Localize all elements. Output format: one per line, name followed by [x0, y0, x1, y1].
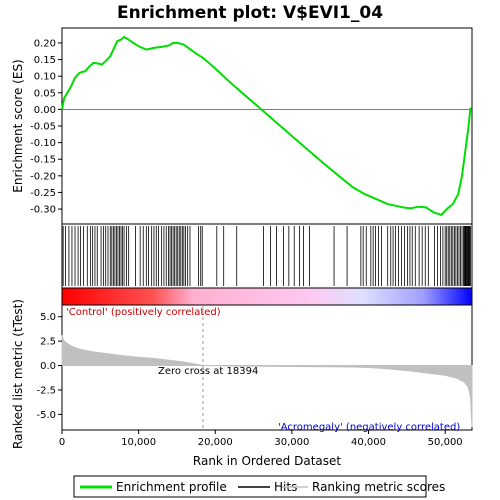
es-ytick-label: -0.15: [30, 155, 56, 166]
es-axis-label: Enrichment score (ES): [11, 59, 25, 192]
enrichment-profile-line: [61, 35, 472, 217]
metric-axis-label: Ranked list metric (tTest): [11, 299, 25, 449]
metric-ytick-label: -2.5: [36, 385, 56, 396]
x-axis-label: Rank in Ordered Dataset: [193, 454, 341, 468]
hits-panel: [61, 223, 473, 289]
metric-xtick-label: 0: [59, 437, 65, 448]
hits-frame: [61, 223, 473, 289]
negative-correlation-label: 'Acromegaly' (negatively correlated): [278, 422, 460, 433]
chart-title: Enrichment plot: V$EVI1_04: [117, 3, 383, 23]
metric-xtick-label: 30,000: [274, 437, 309, 448]
es-plot-frame: [61, 27, 473, 225]
metric-ytick-label: 5.0: [40, 312, 56, 323]
es-ytick-label: 0.15: [34, 55, 56, 66]
zero-cross-label: Zero cross at 18394: [158, 366, 258, 377]
legend-label-profile: Enrichment profile: [116, 480, 227, 494]
metric-xtick-label: 10,000: [121, 437, 156, 448]
metric-ytick-label: 2.5: [40, 337, 56, 348]
es-ytick-label: 0.00: [34, 105, 56, 116]
es-ytick-label: 0.20: [34, 38, 56, 49]
legend-label-metric: Ranking metric scores: [312, 480, 445, 494]
positive-correlation-label: 'Control' (positively correlated): [66, 307, 221, 318]
metric-ytick-label: 0.0: [40, 361, 56, 372]
es-ytick-label: 0.10: [34, 72, 56, 83]
es-ytick-label: -0.20: [30, 171, 56, 182]
ranked-metric-panel: 5.0 2.5 0.0 -2.5 -5.0 0 10,000 20,000 30,000 40,…: [11, 299, 473, 468]
metric-xtick-label: 40,000: [351, 437, 386, 448]
enrichment-score-panel: 0.20 0.15 0.10 0.05 0.00 -0.05 -0.10 -0.15 -0.20…: [11, 27, 473, 225]
es-ytick-label: -0.25: [30, 188, 56, 199]
es-ytick-label: -0.30: [30, 205, 56, 216]
ranking-metric-area: [61, 335, 473, 428]
es-ytick-label: -0.10: [30, 138, 56, 149]
metric-xtick-label: 20,000: [198, 437, 233, 448]
rank-color-bar: [61, 287, 473, 306]
legend: Enrichment profile Hits Ranking metric s…: [73, 475, 445, 498]
es-ytick-label: -0.05: [30, 122, 56, 133]
metric-ytick-label: -5.0: [36, 410, 56, 421]
metric-xtick-label: 50,000: [428, 437, 463, 448]
es-ytick-label: 0.05: [34, 88, 56, 99]
